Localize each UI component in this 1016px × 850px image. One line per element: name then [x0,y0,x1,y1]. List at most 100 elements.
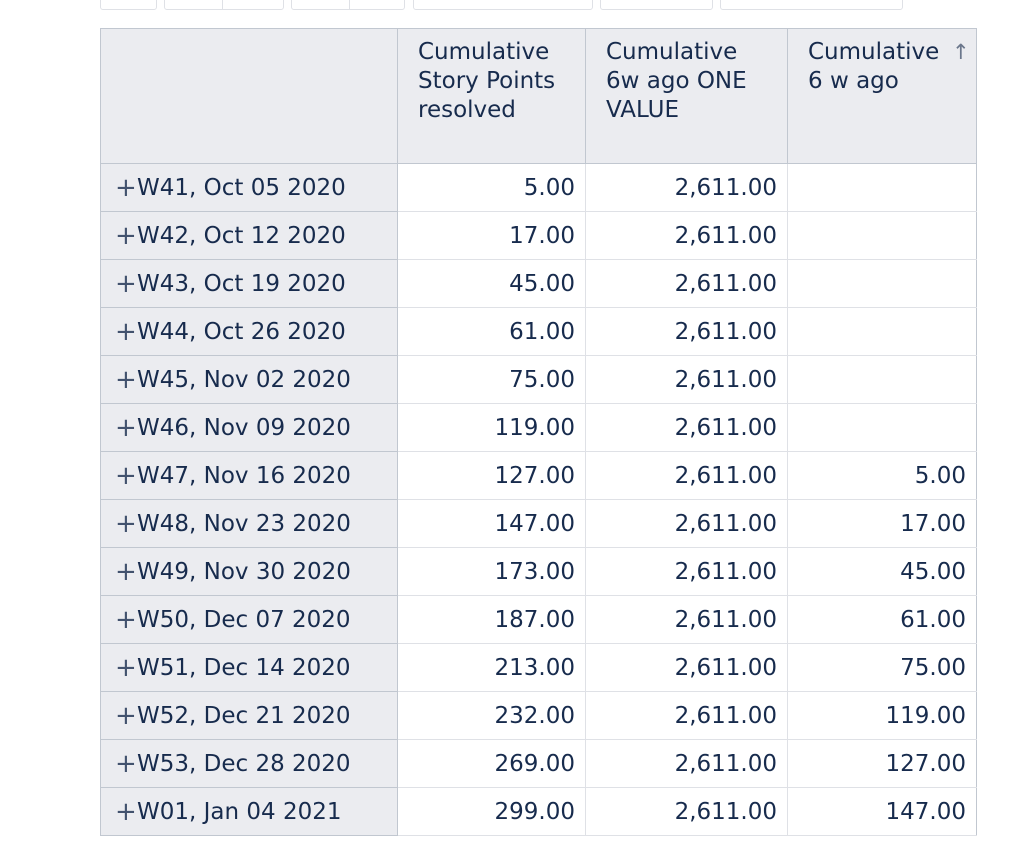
value-cell: 2,611.00 [585,259,788,308]
expand-plus-icon[interactable]: + [115,508,137,539]
row-header-cell: +W48, Nov 23 2020 [100,499,398,548]
table-row: +W50, Dec 07 2020 187.00 2,611.00 61.00 [100,595,977,644]
sort-ascending-icon[interactable]: ↑ [952,40,970,64]
expand-plus-icon[interactable]: + [115,604,137,635]
row-label[interactable]: W48, Nov 23 2020 [137,510,351,537]
table-row: +W52, Dec 21 2020 232.00 2,611.00 119.00 [100,691,977,740]
toolbar-button-2[interactable] [413,0,593,10]
value-cell: 75.00 [787,643,977,692]
value-cell [787,355,977,404]
column-header-6w-ago[interactable]: Cumulative 6 w ago ↑ [787,28,977,164]
value-cell: 119.00 [787,691,977,740]
row-header-cell: +W49, Nov 30 2020 [100,547,398,596]
row-label[interactable]: W53, Dec 28 2020 [137,750,351,777]
table-row: +W41, Oct 05 2020 5.00 2,611.00 [100,163,977,212]
value-cell: 2,611.00 [585,739,788,788]
row-label[interactable]: W51, Dec 14 2020 [137,654,351,681]
header-row: Cumulative Story Points resolved Cumulat… [100,28,977,164]
value-cell: 127.00 [397,451,586,500]
expand-plus-icon[interactable]: + [115,460,137,491]
expand-plus-icon[interactable]: + [115,556,137,587]
row-header-cell: +W53, Dec 28 2020 [100,739,398,788]
expand-plus-icon[interactable]: + [115,748,137,779]
row-header-cell: +W46, Nov 09 2020 [100,403,398,452]
expand-plus-icon[interactable]: + [115,412,137,443]
value-cell: 213.00 [397,643,586,692]
table-row: +W49, Nov 30 2020 173.00 2,611.00 45.00 [100,547,977,596]
row-label[interactable]: W47, Nov 16 2020 [137,462,351,489]
table-row: +W48, Nov 23 2020 147.00 2,611.00 17.00 [100,499,977,548]
value-cell [787,211,977,260]
value-cell: 147.00 [787,787,977,836]
value-cell: 17.00 [397,211,586,260]
table-row: +W51, Dec 14 2020 213.00 2,611.00 75.00 [100,643,977,692]
toolbar-button-3[interactable] [600,0,713,10]
expand-plus-icon[interactable]: + [115,268,137,299]
value-cell [787,403,977,452]
row-label[interactable]: W43, Oct 19 2020 [137,270,346,297]
row-label[interactable]: W44, Oct 26 2020 [137,318,346,345]
value-cell: 2,611.00 [585,691,788,740]
value-cell: 232.00 [397,691,586,740]
corner-header-cell [100,28,398,164]
value-cell: 2,611.00 [585,403,788,452]
value-cell: 127.00 [787,739,977,788]
value-cell: 173.00 [397,547,586,596]
value-cell: 61.00 [787,595,977,644]
row-label[interactable]: W42, Oct 12 2020 [137,222,346,249]
table-row: +W46, Nov 09 2020 119.00 2,611.00 [100,403,977,452]
row-header-cell: +W50, Dec 07 2020 [100,595,398,644]
value-cell: 187.00 [397,595,586,644]
toolbar-button-group-2[interactable] [291,0,405,10]
table-row: +W44, Oct 26 2020 61.00 2,611.00 [100,307,977,356]
value-cell [787,307,977,356]
row-label[interactable]: W49, Nov 30 2020 [137,558,351,585]
table-row: +W53, Dec 28 2020 269.00 2,611.00 127.00 [100,739,977,788]
value-cell: 45.00 [787,547,977,596]
row-header-cell: +W44, Oct 26 2020 [100,307,398,356]
row-label[interactable]: W50, Dec 07 2020 [137,606,351,633]
row-header-cell: +W41, Oct 05 2020 [100,163,398,212]
value-cell: 119.00 [397,403,586,452]
row-header-cell: +W51, Dec 14 2020 [100,643,398,692]
toolbar-divider [222,0,223,9]
toolbar-button-4[interactable] [720,0,903,10]
value-cell: 299.00 [397,787,586,836]
column-header-label: Cumulative 6 w ago [808,39,940,94]
value-cell: 45.00 [397,259,586,308]
row-label[interactable]: W52, Dec 21 2020 [137,702,351,729]
value-cell: 5.00 [397,163,586,212]
value-cell: 2,611.00 [585,307,788,356]
expand-plus-icon[interactable]: + [115,316,137,347]
toolbar-button-group-1[interactable] [164,0,284,10]
expand-plus-icon[interactable]: + [115,172,137,203]
table-row: +W45, Nov 02 2020 75.00 2,611.00 [100,355,977,404]
value-cell: 75.00 [397,355,586,404]
value-cell [787,163,977,212]
row-header-cell: +W42, Oct 12 2020 [100,211,398,260]
toolbar-button-1[interactable] [100,0,157,10]
expand-plus-icon[interactable]: + [115,364,137,395]
row-label[interactable]: W01, Jan 04 2021 [137,798,342,825]
table-row: +W43, Oct 19 2020 45.00 2,611.00 [100,259,977,308]
row-label[interactable]: W46, Nov 09 2020 [137,414,351,441]
value-cell: 2,611.00 [585,547,788,596]
row-header-cell: +W43, Oct 19 2020 [100,259,398,308]
value-cell: 2,611.00 [585,451,788,500]
column-header-label: Cumulative Story Points resolved [418,39,556,123]
expand-plus-icon[interactable]: + [115,700,137,731]
column-header-label: Cumulative 6w ago ONE VALUE [606,39,747,123]
row-header-cell: +W47, Nov 16 2020 [100,451,398,500]
row-label[interactable]: W45, Nov 02 2020 [137,366,351,393]
value-cell: 61.00 [397,307,586,356]
expand-plus-icon[interactable]: + [115,796,137,827]
column-header-6w-ago-one-value[interactable]: Cumulative 6w ago ONE VALUE [585,28,788,164]
column-header-story-points-resolved[interactable]: Cumulative Story Points resolved [397,28,586,164]
expand-plus-icon[interactable]: + [115,652,137,683]
expand-plus-icon[interactable]: + [115,220,137,251]
value-cell: 2,611.00 [585,787,788,836]
row-label[interactable]: W41, Oct 05 2020 [137,174,346,201]
report-table: Cumulative Story Points resolved Cumulat… [100,28,977,836]
row-header-cell: +W01, Jan 04 2021 [100,787,398,836]
